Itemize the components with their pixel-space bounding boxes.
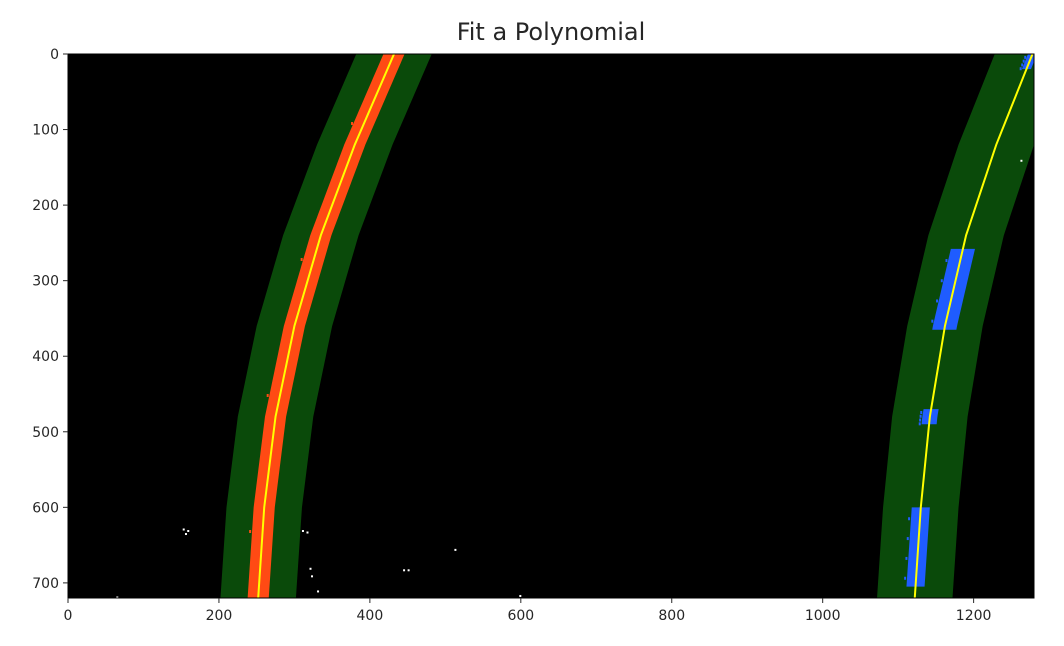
- noise-pixel: [301, 530, 304, 532]
- plot-area: [116, 54, 1034, 598]
- right-lane-pixel-speck: [908, 517, 911, 521]
- x-tick-label: 0: [64, 608, 73, 624]
- left-lane-pixel-speck: [300, 258, 303, 261]
- noise-pixel: [309, 567, 312, 570]
- left-lane-pixels-0: [247, 54, 405, 598]
- x-tick-label: 200: [206, 608, 233, 624]
- y-tick-label: 0: [50, 47, 59, 63]
- right-lane-pixel-speck: [919, 414, 922, 418]
- right-lane-pixel-speck: [936, 299, 939, 303]
- y-tick-label: 200: [32, 198, 59, 214]
- chart-title: Fit a Polynomial: [457, 18, 646, 46]
- y-tick-label: 100: [32, 123, 59, 139]
- right-lane-pixel-speck: [1019, 67, 1022, 71]
- y-tick-label: 700: [32, 576, 59, 592]
- noise-pixel: [1020, 159, 1023, 162]
- noise-pixel: [519, 594, 522, 597]
- noise-pixel: [116, 596, 119, 598]
- noise-pixel: [407, 569, 410, 572]
- right-lane-pixel-speck: [920, 411, 923, 414]
- left-lane-pixel-speck: [351, 122, 354, 125]
- right-lane-pixel-speck: [919, 418, 922, 422]
- right-lane-pixel-speck: [904, 576, 907, 580]
- right-lane-pixel-speck: [1021, 63, 1024, 67]
- y-tick-label: 300: [32, 274, 59, 290]
- left-lane-pixel-speck: [266, 394, 269, 397]
- right-lane-pixel-speck: [931, 319, 934, 323]
- right-lane-pixel-speck: [905, 556, 908, 560]
- right-lane-pixel-speck: [945, 259, 948, 263]
- noise-pixel: [317, 590, 320, 593]
- right-lane-pixel-speck: [1024, 55, 1027, 59]
- noise-pixel: [454, 548, 457, 551]
- y-tick-label: 400: [32, 349, 59, 365]
- left-lane-pixel-speck: [249, 530, 252, 533]
- x-tick-label: 400: [357, 608, 384, 624]
- x-tick-label: 1000: [805, 608, 841, 624]
- right-lane-pixel-speck: [1022, 59, 1025, 63]
- x-tick-label: 600: [507, 608, 534, 624]
- plot-frame: [67, 53, 1035, 599]
- x-tick-label: 1200: [956, 608, 992, 624]
- y-tick-label: 500: [32, 425, 59, 441]
- noise-pixel: [403, 569, 406, 572]
- axes: 0 200 400 600 800 1000 1200 0 100 200 300 400 500 600…: [32, 47, 991, 624]
- right-lane-fit-line: [913, 54, 1034, 598]
- noise-pixel: [187, 530, 190, 532]
- right-lane-pixel-speck: [906, 537, 909, 541]
- noise-pixel: [306, 531, 309, 534]
- noise-pixel: [182, 528, 185, 531]
- right-lane-pixel-speck: [940, 279, 943, 283]
- left-lane-fit-line: [257, 54, 395, 598]
- noise-pixel: [311, 575, 314, 578]
- noise-pixel: [184, 533, 187, 536]
- x-tick-label: 800: [658, 608, 685, 624]
- y-tick-label: 600: [32, 500, 59, 516]
- right-lane-pixel-speck: [918, 422, 921, 426]
